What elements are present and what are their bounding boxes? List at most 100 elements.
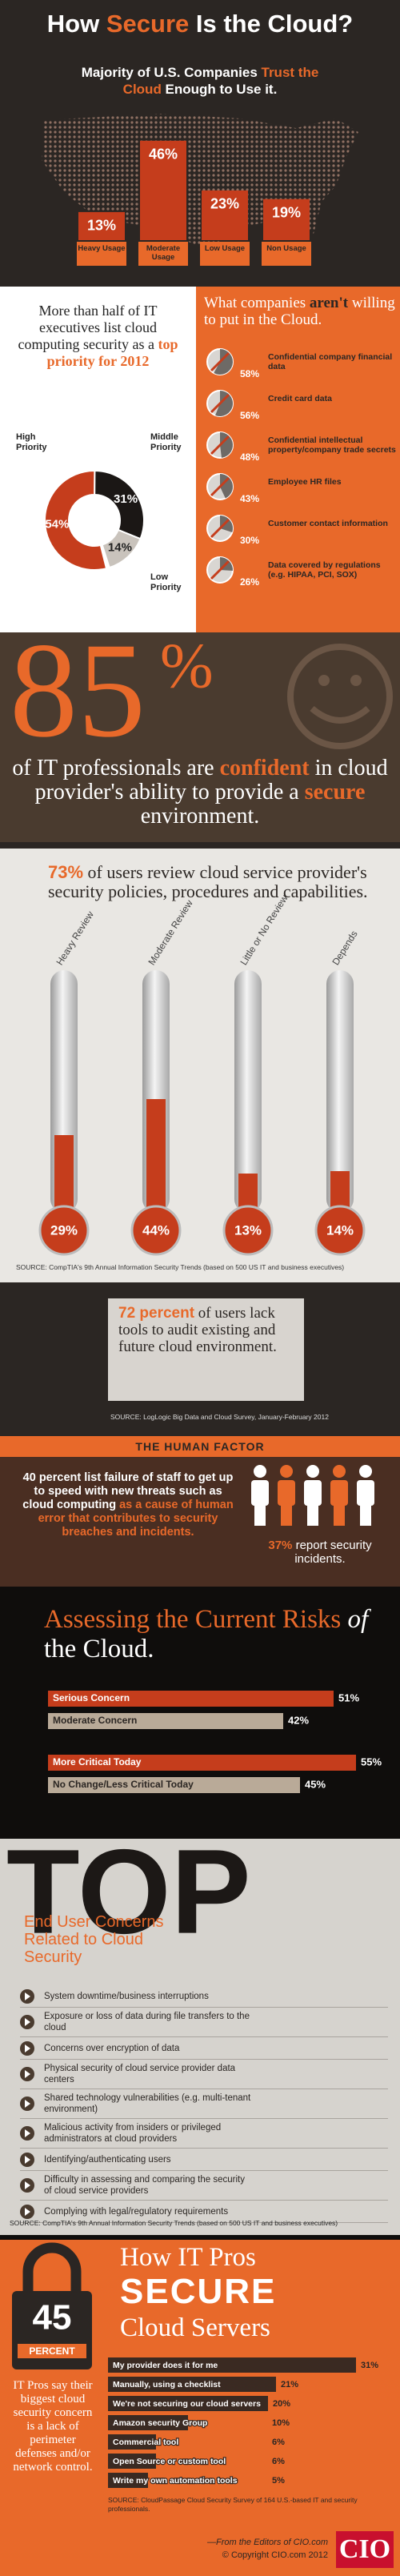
thermo-bulb xyxy=(314,1205,366,1256)
bullet-arrow xyxy=(25,2044,30,2052)
person-head xyxy=(280,1465,293,1478)
usage-label: Heavy Usage xyxy=(78,244,126,253)
top-item: Shared technology vulnerabilities (e.g. … xyxy=(20,2089,388,2119)
human-text: 40 percent list failure of staff to get … xyxy=(20,1471,236,1539)
usage-label-box xyxy=(200,242,250,266)
bullet-arrow xyxy=(25,2018,30,2026)
top-item: System downtime/business interruptions xyxy=(20,1985,388,2008)
server-bar xyxy=(108,2473,148,2488)
icon-share xyxy=(215,391,234,416)
top-bullet xyxy=(20,2152,34,2167)
person-body xyxy=(304,1480,322,1506)
top-bullet xyxy=(20,2126,34,2141)
title-part: Secure xyxy=(106,10,190,38)
unwilling-label: Data covered by regulations (e.g. HIPAA,… xyxy=(268,560,381,580)
unwilling-value: 30% xyxy=(240,535,259,546)
person-body xyxy=(278,1480,295,1506)
top-bullet xyxy=(20,2204,34,2219)
person-head xyxy=(359,1465,372,1478)
top-item: Complying with legal/regulatory requirem… xyxy=(20,2201,388,2223)
tools-text-part: of users lack tools to audit existing an… xyxy=(118,1305,277,1355)
person-legs xyxy=(281,1505,292,1526)
icon-slash xyxy=(210,435,230,455)
confident-text-part: are xyxy=(186,756,220,780)
server-value: 6% xyxy=(272,2438,285,2447)
risk-bar xyxy=(48,1777,300,1793)
section-background xyxy=(0,1457,400,1587)
usage-bar xyxy=(263,199,310,240)
priority-text-part: top priority for 2012 xyxy=(46,336,178,369)
human-text-part: as a cause of human error that contribut… xyxy=(38,1499,234,1539)
server-label: Write my own automation tools xyxy=(113,2476,238,2486)
server-value: 20% xyxy=(273,2399,290,2409)
person-head xyxy=(333,1465,346,1478)
risk-value: 42% xyxy=(288,1714,309,1726)
unwilling-label: Confidential intellectual property/compa… xyxy=(268,435,396,455)
donut-value: 14% xyxy=(108,540,132,554)
server-label: Open Source or custom tool xyxy=(113,2457,226,2466)
donut-value: 31% xyxy=(114,492,138,506)
usage-value: 19% xyxy=(272,204,301,220)
top-item: Difficulty in assessing and comparing th… xyxy=(20,2171,388,2201)
usage-label-box xyxy=(262,242,311,266)
server-bar xyxy=(108,2415,188,2430)
bullet-arrow xyxy=(25,1992,30,2000)
icon-slash xyxy=(210,393,230,414)
top-item: Physical security of cloud service provi… xyxy=(20,2060,388,2089)
usage-heading: Majority of U.S. Companies Trust the Clo… xyxy=(72,64,328,98)
risk-bar xyxy=(48,1691,334,1707)
top-bullet xyxy=(20,2178,34,2193)
usage-heading-part: Trust the Cloud xyxy=(122,65,319,97)
top-strip xyxy=(0,2235,400,2240)
thermo-value: 29% xyxy=(50,1222,78,1238)
risk-label: Moderate Concern xyxy=(53,1715,137,1726)
unwilling-heading: What companies aren't willing to put in … xyxy=(204,295,396,328)
thermo-tube xyxy=(234,970,262,1213)
confident-text-part: confident xyxy=(219,756,310,780)
server-label: Manually, using a checklist xyxy=(113,2380,221,2389)
lock-label-box xyxy=(18,2344,86,2358)
icon-slash xyxy=(210,560,230,580)
unwilling-heading-part: What companies xyxy=(204,295,310,311)
lock-figure: 45 xyxy=(33,2298,72,2337)
section-background xyxy=(0,1587,400,1839)
server-value: 10% xyxy=(272,2418,290,2428)
unwilling-value: 56% xyxy=(240,410,259,421)
donut-value: 54% xyxy=(45,518,69,532)
confident-text-part: environment. xyxy=(140,804,260,829)
servers-heading-3: Cloud Servers xyxy=(120,2313,270,2342)
priority-text: More than half of IT executives list clo… xyxy=(8,303,188,370)
thermo-fill xyxy=(146,1099,166,1213)
top-bullet xyxy=(20,2015,34,2029)
server-label: We're not securing our cloud servers xyxy=(113,2399,261,2409)
server-value: 31% xyxy=(361,2361,378,2370)
server-label: Amazon security Group xyxy=(113,2418,207,2428)
top-item-text: Complying with legal/regulatory requirem… xyxy=(44,2206,229,2217)
review-text: 73% of users review cloud service provid… xyxy=(48,863,368,901)
person-legs xyxy=(307,1505,318,1526)
tools-text: 72 percent of users lack tools to audit … xyxy=(118,1305,298,1355)
human-report-part: 37% xyxy=(268,1539,293,1552)
logo: CIO xyxy=(339,2534,390,2564)
top-item-text: Exposure or loss of data during file tra… xyxy=(44,2012,250,2032)
unwilling-label: Confidential company financial data xyxy=(268,352,393,371)
risks-heading: Assessing the Current Risks of the Cloud… xyxy=(44,1605,380,1664)
server-label: My provider does it for me xyxy=(113,2361,218,2370)
usage-bar xyxy=(202,190,248,240)
smiley xyxy=(287,644,393,749)
donut-slice xyxy=(44,470,108,571)
person-head xyxy=(254,1465,266,1478)
risks-heading-part: Risks xyxy=(282,1605,348,1634)
server-bar xyxy=(108,2396,268,2411)
top-item-text: Concerns over encryption of data xyxy=(44,2043,180,2053)
donut-slice xyxy=(94,469,145,540)
icon-share xyxy=(220,474,233,499)
unwilling-heading-part: willing to put in the Cloud. xyxy=(204,295,395,328)
usage-label: Low Usage xyxy=(204,244,246,253)
usage-label-box xyxy=(138,242,188,266)
title-part: Is the Cloud? xyxy=(189,10,354,38)
risk-label: Serious Concern xyxy=(53,1692,130,1703)
top-bullet xyxy=(20,2067,34,2081)
icon-slash xyxy=(210,518,230,539)
